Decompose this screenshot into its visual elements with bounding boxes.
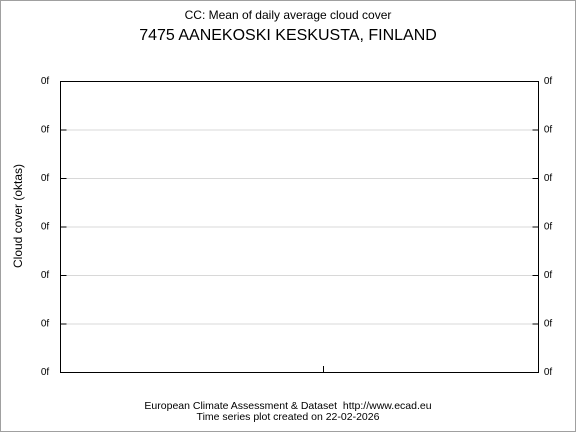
y-tick-label: 0f <box>41 76 50 87</box>
y-tick-label: 0f <box>41 270 50 281</box>
footer: Time series plot created on 22-02-2026 <box>197 411 380 423</box>
y-tick-label: 0f <box>41 222 50 233</box>
plot-border <box>60 81 539 373</box>
y2-tick-label: 0f <box>544 270 553 281</box>
y2-tick-label: 0f <box>544 319 553 330</box>
y-tick-label: 0f <box>41 173 50 184</box>
y2-tick-label: 0f <box>544 76 553 87</box>
chart-title: CC: Mean of daily average cloud cover <box>185 8 392 22</box>
y2-tick-label: 0f <box>544 367 553 378</box>
y-tick-label: 0f <box>41 367 50 378</box>
y2-tick-label: 0f <box>544 125 553 136</box>
footer: European Climate Assessment & Dataset ht… <box>144 400 431 412</box>
chart-subtitle: 7475 AANEKOSKI KESKUSTA, FINLAND <box>139 27 437 44</box>
y-tick-label: 0f <box>41 319 50 330</box>
y-tick-label: 0f <box>41 125 50 136</box>
y-axis-label: Cloud cover (oktas) <box>11 164 25 268</box>
y2-tick-label: 0f <box>544 222 553 233</box>
y2-tick-label: 0f <box>544 173 553 184</box>
